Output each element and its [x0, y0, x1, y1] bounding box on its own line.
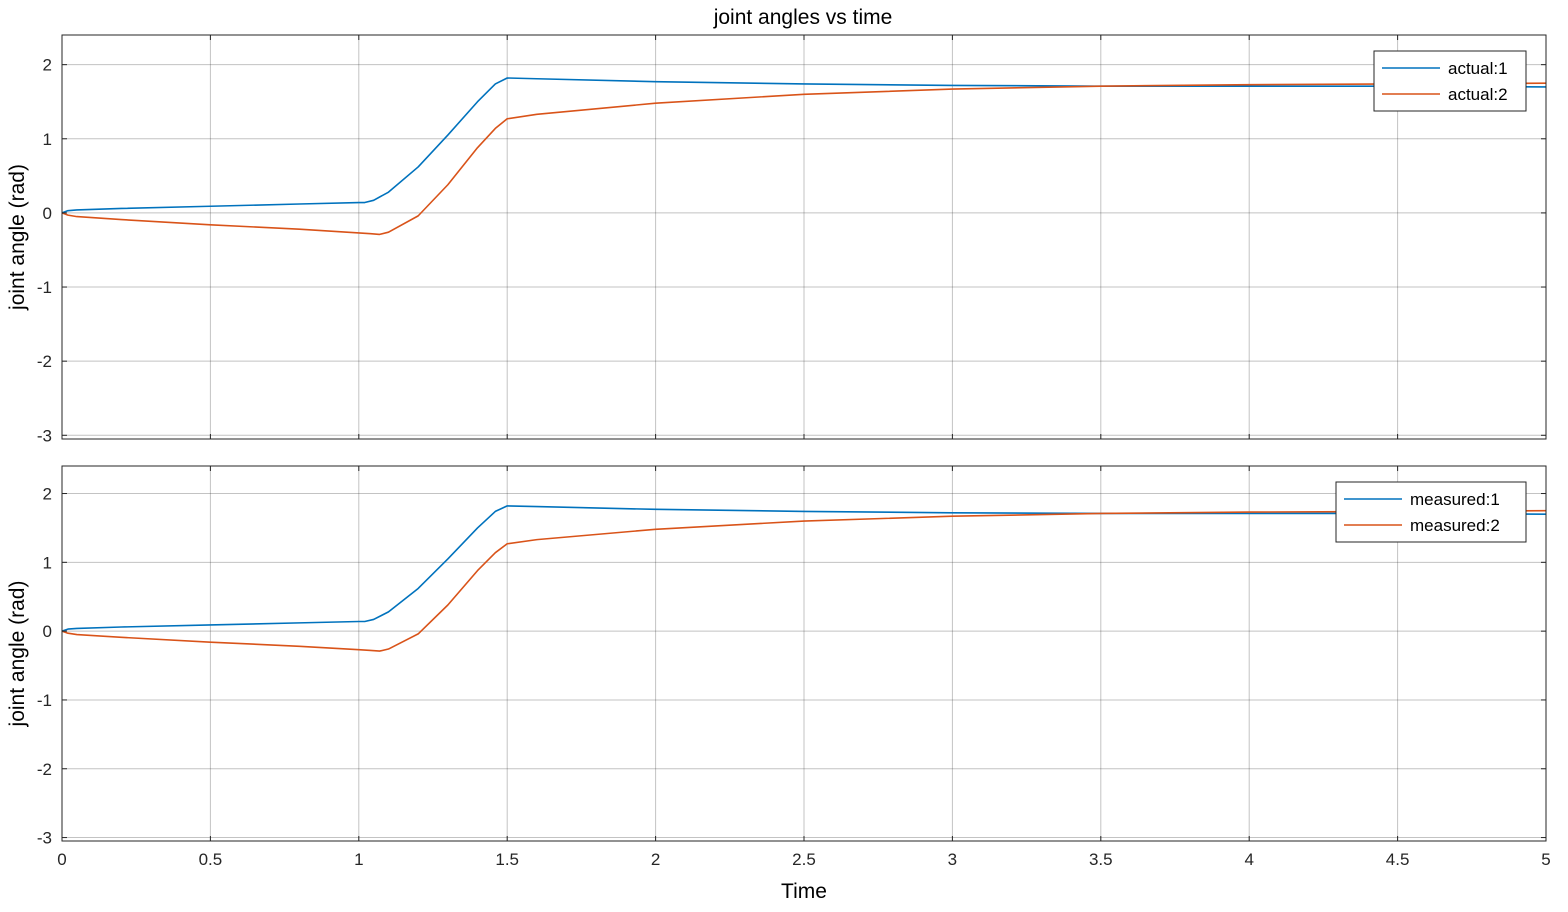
y-tick-label: -3 — [37, 426, 52, 445]
series-line-1 — [61, 505, 1547, 632]
y-tick-label: -2 — [37, 352, 52, 371]
x-tick-label: 4.5 — [1386, 850, 1410, 869]
y-tick-label: -1 — [37, 278, 52, 297]
y-tick-label: 2 — [43, 56, 52, 75]
legend: measured:1 measured:2 — [1335, 481, 1527, 543]
x-tick-label: 5 — [1541, 850, 1550, 869]
x-tick-label: 3.5 — [1089, 850, 1113, 869]
legend-label-1: actual:1 — [1448, 59, 1508, 78]
x-tick-label: 1.5 — [495, 850, 519, 869]
y-axis-label: joint angle (rad) — [6, 581, 29, 728]
x-tick-label: 1 — [354, 850, 363, 869]
y-tick-label: 1 — [43, 130, 52, 149]
x-axis-label: Time — [781, 880, 827, 903]
series-line-2 — [61, 82, 1547, 236]
y-axis-label: joint angle (rad) — [6, 164, 29, 311]
x-tick-label: 2 — [651, 850, 660, 869]
x-tick-label: 4 — [1244, 850, 1253, 869]
y-tick-label: 0 — [43, 622, 52, 641]
series-line-2 — [61, 509, 1547, 652]
y-tick-label: -3 — [37, 829, 52, 848]
plot-area — [62, 35, 1546, 439]
legend-label-2: actual:2 — [1448, 85, 1508, 104]
plot-area — [62, 466, 1546, 841]
legend: actual:1 actual:2 — [1373, 50, 1527, 112]
x-tick-label: 0 — [57, 850, 66, 869]
legend-box — [1373, 50, 1527, 112]
y-tick-label: 0 — [43, 204, 52, 223]
y-tick-label: -2 — [37, 760, 52, 779]
bottom-subplot: -3 -2 -1 0 1 2 0 0.5 1 1.5 2 2.5 3 3.5 4 4.5 5 joint angl… — [6, 465, 1551, 903]
legend-label-2: measured:2 — [1410, 516, 1500, 535]
y-tick-label: 1 — [43, 553, 52, 572]
chart-title: joint angles vs time — [713, 6, 893, 29]
series-line-1 — [61, 77, 1547, 214]
y-tick-label: 2 — [43, 485, 52, 504]
x-tick-label: 3 — [948, 850, 957, 869]
legend-label-1: measured:1 — [1410, 490, 1500, 509]
x-tick-label: 2.5 — [792, 850, 816, 869]
y-tick-label: -1 — [37, 691, 52, 710]
legend-box — [1335, 481, 1527, 543]
x-tick-label: 0.5 — [199, 850, 223, 869]
